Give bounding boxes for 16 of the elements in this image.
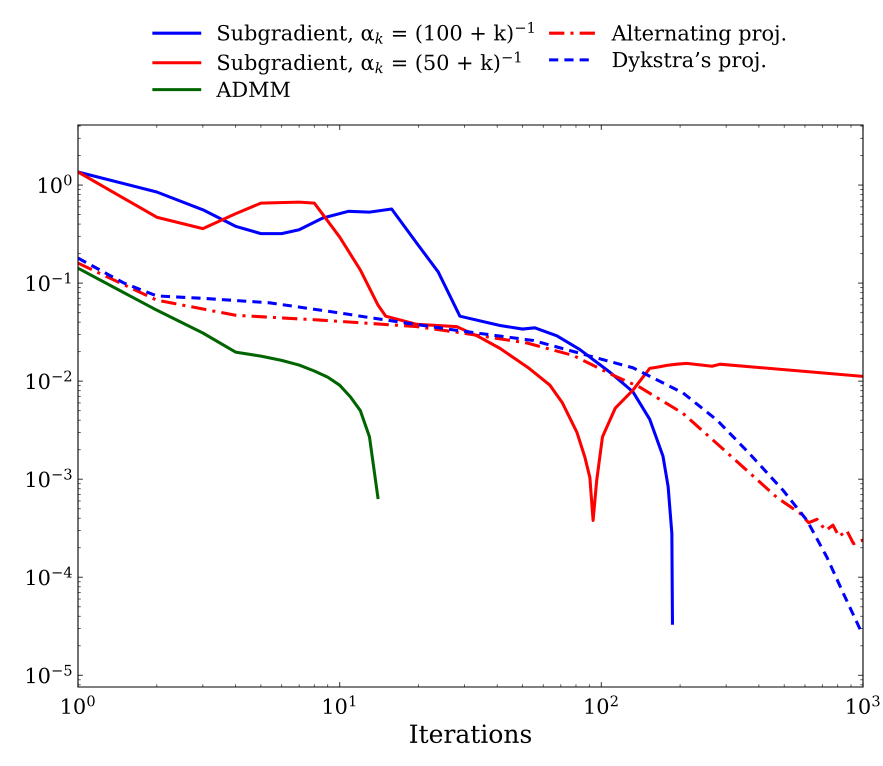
y-tick-label: 10$^{−5}$ (26, 664, 72, 684)
x-axis-title: Iterations (410, 724, 532, 744)
legend-label: ADMM (216, 82, 290, 97)
y-tick-label: 10$^{−2}$ (26, 370, 72, 390)
y-tick-label: 10$^{−3}$ (26, 468, 72, 488)
x-tick-label: 10$^{3}$ (847, 695, 880, 714)
legend-label: Dykstra’s proj. (612, 51, 766, 72)
y-tick-label: 10$^{−4}$ (26, 566, 72, 586)
legend-label: Alternating proj. (611, 24, 786, 46)
y-tick-label: 10$^{0}$ (39, 174, 72, 194)
legend-label: Subgradient, α$_{k}$ = (50 + k)$^{−1}$ (218, 52, 521, 75)
y-tick-label: 10$^{−1}$ (26, 272, 71, 292)
legend-label: Subgradient, α$_{k}$ = (100 + k)$^{−1}$ (218, 22, 534, 45)
x-tick-label: 10$^{1}$ (324, 695, 356, 714)
x-tick-label: 10$^{0}$ (62, 695, 95, 714)
x-tick-label: 10$^{2}$ (586, 695, 618, 714)
